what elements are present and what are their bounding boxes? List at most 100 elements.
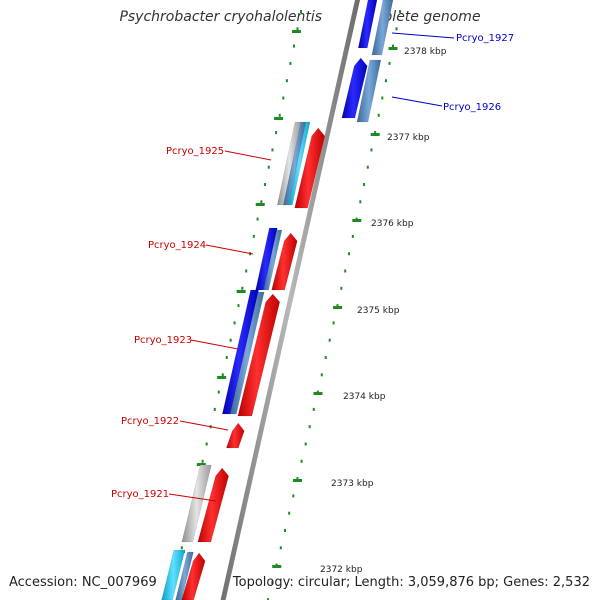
minor-tick bbox=[332, 321, 335, 325]
major-tick bbox=[255, 203, 265, 206]
kbp-label: 2378 kbp bbox=[404, 47, 447, 57]
minor-tick bbox=[264, 183, 267, 186]
gene-label-pcryo-1925[interactable]: Pcryo_1925 bbox=[166, 146, 224, 157]
minor-tick bbox=[252, 234, 255, 238]
gene-label-pcryo-1927[interactable]: Pcryo_1927 bbox=[456, 33, 514, 44]
major-tick bbox=[217, 376, 227, 379]
minor-tick bbox=[363, 183, 366, 186]
minor-tick bbox=[233, 321, 236, 325]
major-tick bbox=[370, 133, 380, 136]
minor-tick bbox=[328, 338, 331, 342]
gene-red-reverse bbox=[181, 552, 206, 600]
gene-label-pcryo-1926[interactable]: Pcryo_1926 bbox=[443, 102, 501, 113]
minor-tick bbox=[275, 131, 278, 135]
gene-pcryo-1925-reverse bbox=[294, 127, 326, 209]
minor-tick bbox=[293, 44, 296, 48]
gene-label-pcryo-1924[interactable]: Pcryo_1924 bbox=[148, 240, 206, 251]
minor-tick bbox=[217, 390, 220, 394]
minor-tick bbox=[225, 356, 228, 359]
minor-tick bbox=[381, 96, 384, 100]
gene-steel-reverse bbox=[263, 229, 283, 291]
leader-line bbox=[391, 96, 443, 107]
minor-tick bbox=[205, 442, 208, 446]
minor-tick bbox=[180, 546, 183, 550]
leader-line bbox=[179, 420, 229, 431]
minor-tick bbox=[267, 165, 270, 169]
minor-tick bbox=[288, 511, 291, 515]
minor-tick bbox=[312, 407, 315, 411]
major-tick bbox=[333, 306, 343, 309]
minor-tick bbox=[213, 407, 216, 411]
gene-label-pcryo-1922[interactable]: Pcryo_1922 bbox=[121, 416, 179, 427]
minor-tick bbox=[300, 459, 303, 463]
minor-tick bbox=[359, 200, 362, 204]
kbp-label: 2375 kbp bbox=[357, 306, 400, 316]
kbp-label: 2376 kbp bbox=[371, 219, 414, 229]
minor-tick bbox=[284, 529, 287, 532]
gene-pcryo-1921-reverse bbox=[197, 467, 229, 543]
gene-pcryo-1923-reverse bbox=[237, 293, 281, 417]
major-tick bbox=[291, 30, 301, 33]
major-tick bbox=[236, 290, 246, 293]
minor-tick bbox=[241, 286, 244, 290]
gene-pcryo-1923-blue bbox=[222, 289, 259, 415]
minor-tick bbox=[336, 304, 339, 308]
minor-tick bbox=[374, 131, 377, 135]
major-tick bbox=[388, 47, 398, 50]
kbp-label: 2377 kbp bbox=[387, 133, 430, 143]
minor-tick bbox=[299, 10, 302, 13]
minor-tick bbox=[292, 494, 295, 498]
minor-tick bbox=[256, 217, 259, 221]
gene-pcryo-1922-reverse bbox=[226, 422, 245, 449]
minor-tick bbox=[370, 148, 373, 152]
kbp-label: 2374 kbp bbox=[343, 392, 386, 402]
minor-tick bbox=[296, 27, 299, 31]
minor-tick bbox=[260, 200, 263, 204]
gene-cyan-reverse bbox=[288, 121, 311, 206]
gene-label-pcryo-1921[interactable]: Pcryo_1921 bbox=[111, 489, 169, 500]
major-tick bbox=[196, 463, 206, 466]
gene-steel-forward bbox=[356, 59, 382, 123]
gene-steel-reverse bbox=[175, 551, 194, 600]
gene-gray-reverse bbox=[181, 464, 212, 543]
leader-lines bbox=[168, 32, 455, 502]
minor-tick bbox=[279, 546, 282, 550]
minor-tick bbox=[289, 61, 292, 65]
major-tick bbox=[272, 565, 282, 568]
minor-tick bbox=[384, 79, 387, 83]
minor-tick bbox=[320, 373, 323, 377]
minor-tick bbox=[201, 459, 204, 463]
kbp-label: 2373 kbp bbox=[331, 479, 374, 489]
minor-tick bbox=[245, 269, 248, 273]
gene-steel-forward bbox=[371, 0, 394, 56]
minor-tick bbox=[344, 269, 347, 273]
leader-line bbox=[168, 493, 217, 502]
minor-tick bbox=[308, 425, 311, 429]
gene-label-pcryo-1923[interactable]: Pcryo_1923 bbox=[134, 335, 192, 346]
minor-tick bbox=[395, 27, 398, 31]
gene-pcryo-1926-forward bbox=[341, 57, 368, 119]
minor-tick bbox=[324, 356, 327, 359]
genome-summary-text: Topology: circular; Length: 3,059,876 bp… bbox=[232, 575, 590, 590]
major-tick bbox=[274, 117, 284, 120]
minor-tick bbox=[392, 44, 395, 48]
minor-tick bbox=[377, 113, 380, 117]
major-tick bbox=[313, 392, 323, 395]
minor-tick bbox=[237, 304, 240, 308]
minor-tick bbox=[221, 373, 224, 377]
major-tick bbox=[352, 219, 362, 222]
minor-tick bbox=[285, 79, 288, 83]
major-tick bbox=[293, 479, 303, 482]
leader-line bbox=[190, 339, 239, 350]
kbp-labels: 2378 kbp 2377 kbp 2376 kbp 2375 kbp 2374… bbox=[320, 47, 447, 575]
minor-tick bbox=[278, 113, 281, 117]
minor-tick bbox=[398, 10, 401, 13]
kbp-label: 2372 kbp bbox=[320, 565, 363, 575]
minor-tick bbox=[340, 286, 343, 290]
leader-line bbox=[391, 32, 455, 39]
minor-tick bbox=[267, 598, 270, 600]
minor-tick bbox=[271, 148, 274, 152]
minor-tick bbox=[229, 338, 232, 342]
minor-tick bbox=[304, 442, 307, 446]
